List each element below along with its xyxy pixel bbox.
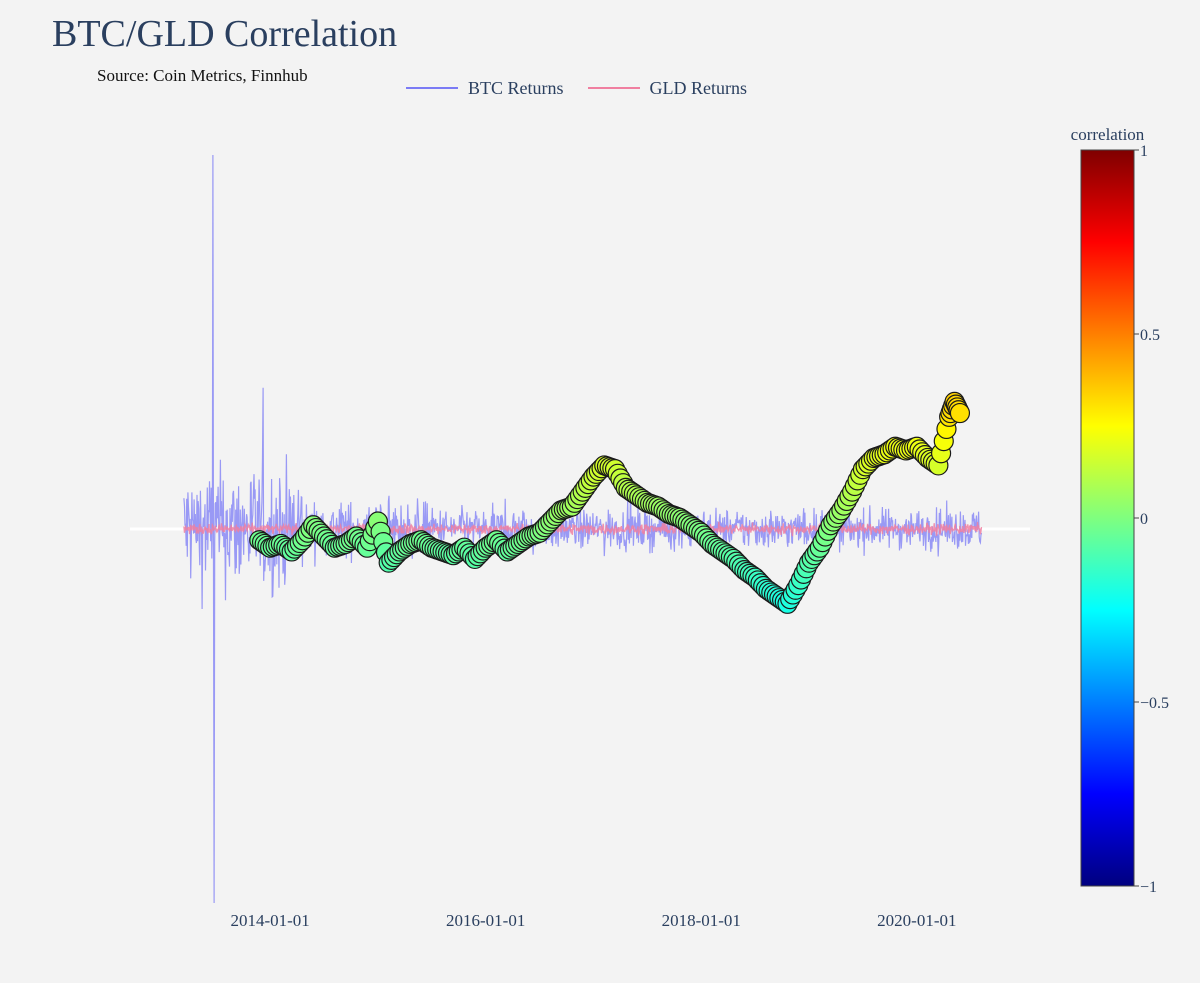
x-tick-label: 2020-01-01 [877,911,956,930]
chart-subtitle: Source: Coin Metrics, Finnhub [97,66,308,85]
legend-swatch-gld [587,87,640,89]
colorbar-tick-label: −1 [1140,879,1157,896]
colorbar-tick-label: 1 [1140,143,1148,160]
x-tick-label: 2014-01-01 [230,911,309,930]
correlation-markers [249,391,971,614]
chart-title: BTC/GLD Correlation [52,13,398,55]
legend-item-btc[interactable]: BTC Returns [400,78,564,99]
legend-label-gld: GLD Returns [649,77,748,98]
x-tick-label: 2018-01-01 [662,911,741,930]
correlation-point [949,402,971,424]
colorbar-tick-label: 0.5 [1140,327,1160,344]
colorbar-gradient [1080,149,1135,887]
x-tick-label: 2016-01-01 [446,911,525,930]
colorbar-title: correlation [1071,125,1145,144]
colorbar-tick-label: −0.5 [1140,695,1169,712]
legend: BTC Returns GLD Returns [400,76,765,100]
legend-label-btc: BTC Returns [468,77,564,98]
legend-swatch-btc [406,87,458,89]
x-axis-ticks: 2014-01-01 2016-01-01 2018-01-01 2020-01-01 [230,911,956,930]
colorbar-tick-label: 0 [1140,511,1148,528]
legend-item-gld[interactable]: GLD Returns [582,77,748,99]
